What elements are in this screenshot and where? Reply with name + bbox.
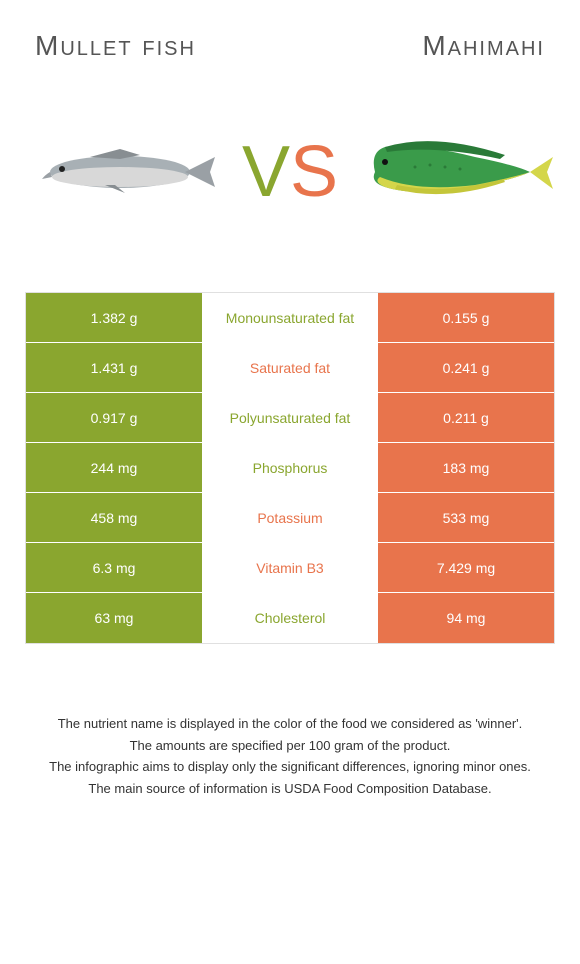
- cell-nutrient-label: Potassium: [202, 493, 378, 542]
- table-row: 63 mgCholesterol94 mg: [26, 593, 554, 643]
- cell-right-value: 0.211 g: [378, 393, 554, 442]
- footer-notes: The nutrient name is displayed in the co…: [25, 714, 555, 798]
- table-row: 1.431 gSaturated fat0.241 g: [26, 343, 554, 393]
- cell-right-value: 533 mg: [378, 493, 554, 542]
- cell-left-value: 63 mg: [26, 593, 202, 643]
- comparison-images: V S: [25, 82, 555, 262]
- footer-line-3: The infographic aims to display only the…: [35, 757, 545, 777]
- cell-left-value: 1.431 g: [26, 343, 202, 392]
- vs-s-letter: S: [290, 131, 338, 213]
- cell-left-value: 6.3 mg: [26, 543, 202, 592]
- cell-left-value: 458 mg: [26, 493, 202, 542]
- cell-left-value: 1.382 g: [26, 293, 202, 342]
- mahimahi-fish-image: [355, 112, 555, 232]
- cell-right-value: 183 mg: [378, 443, 554, 492]
- table-row: 458 mgPotassium533 mg: [26, 493, 554, 543]
- table-row: 244 mgPhosphorus183 mg: [26, 443, 554, 493]
- title-right: Mahimahi: [422, 30, 545, 62]
- header: Mullet fish Mahimahi: [25, 30, 555, 62]
- cell-nutrient-label: Polyunsaturated fat: [202, 393, 378, 442]
- table-row: 1.382 gMonounsaturated fat0.155 g: [26, 293, 554, 343]
- cell-right-value: 0.155 g: [378, 293, 554, 342]
- vs-v-letter: V: [242, 131, 290, 213]
- cell-right-value: 7.429 mg: [378, 543, 554, 592]
- cell-nutrient-label: Vitamin B3: [202, 543, 378, 592]
- nutrition-table: 1.382 gMonounsaturated fat0.155 g1.431 g…: [25, 292, 555, 644]
- table-row: 0.917 gPolyunsaturated fat0.211 g: [26, 393, 554, 443]
- cell-nutrient-label: Phosphorus: [202, 443, 378, 492]
- cell-nutrient-label: Saturated fat: [202, 343, 378, 392]
- mullet-fish-image: [25, 112, 225, 232]
- cell-nutrient-label: Monounsaturated fat: [202, 293, 378, 342]
- cell-right-value: 0.241 g: [378, 343, 554, 392]
- table-row: 6.3 mgVitamin B37.429 mg: [26, 543, 554, 593]
- footer-line-1: The nutrient name is displayed in the co…: [35, 714, 545, 734]
- cell-nutrient-label: Cholesterol: [202, 593, 378, 643]
- cell-left-value: 244 mg: [26, 443, 202, 492]
- title-left: Mullet fish: [35, 30, 196, 62]
- cell-left-value: 0.917 g: [26, 393, 202, 442]
- vs-label: V S: [242, 131, 338, 213]
- footer-line-2: The amounts are specified per 100 gram o…: [35, 736, 545, 756]
- footer-line-4: The main source of information is USDA F…: [35, 779, 545, 799]
- cell-right-value: 94 mg: [378, 593, 554, 643]
